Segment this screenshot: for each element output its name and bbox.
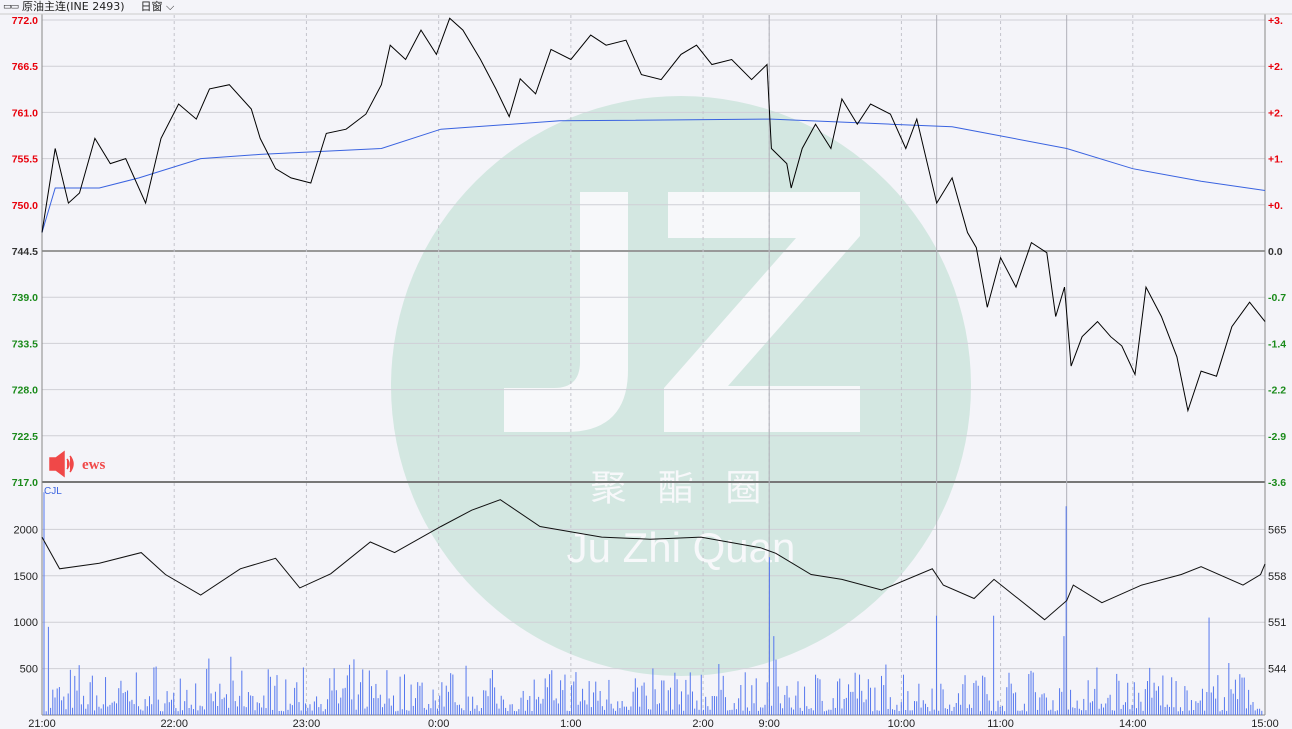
pct-tick-label: +0. — [1268, 200, 1283, 212]
price-tick-label: 744.5 — [12, 246, 38, 258]
pct-tick-label: +1. — [1268, 154, 1283, 166]
chevron-down-icon: ⌵ — [166, 0, 175, 13]
time-tick-label: 1:00 — [560, 718, 581, 729]
price-tick-label: 728.0 — [12, 385, 38, 397]
time-tick-label: 10:00 — [888, 718, 916, 729]
price-tick-label: 722.5 — [12, 431, 38, 443]
watermark-cn: 聚 酯 圈 — [591, 468, 772, 509]
average-price-line — [41, 118, 1266, 233]
news-button[interactable]: ews — [49, 450, 105, 478]
price-tick-label: 717.0 — [12, 477, 38, 489]
volume-tick-label: 1500 — [14, 571, 38, 583]
price-tick-label: 755.5 — [12, 154, 38, 166]
pct-tick-label: +3. — [1268, 15, 1283, 27]
volume-tick-label: 2000 — [14, 524, 38, 536]
pct-tick-label: -0.7 — [1268, 292, 1286, 304]
volume-tick-label: 1000 — [14, 617, 38, 629]
open-interest-line — [41, 499, 1266, 621]
watermark-logo: 聚 酯 圈 Ju Zhi Quan — [391, 96, 971, 676]
price-tick-label: 733.5 — [12, 338, 38, 350]
instrument-title: 原油主连(INE 2493) — [22, 0, 125, 13]
oi-tick-label: 551 — [1268, 617, 1286, 629]
pct-tick-label: -2.9 — [1268, 431, 1286, 443]
pct-tick-label: +2. — [1268, 61, 1283, 73]
time-tick-label: 11:00 — [987, 718, 1014, 729]
price-line — [41, 17, 1266, 413]
oi-tick-label: 558 — [1268, 571, 1286, 583]
time-tick-label: 23:00 — [293, 718, 321, 729]
pct-tick-label: -3.6 — [1268, 477, 1286, 489]
time-tick-label: 22:00 — [160, 718, 188, 729]
oi-tick-label: 544 — [1268, 664, 1286, 676]
window-mode-dropdown[interactable]: 日窗 ⌵ — [141, 0, 175, 14]
time-tick-label: 0:00 — [428, 718, 449, 729]
oi-tick-label: 565 — [1268, 524, 1286, 536]
time-tick-label: 15:00 — [1251, 718, 1279, 729]
kline-toggle-icon[interactable]: ▭▭ — [3, 2, 19, 12]
price-tick-label: 739.0 — [12, 292, 38, 304]
time-tick-label: 9:00 — [758, 718, 779, 729]
price-tick-label: 766.5 — [12, 61, 38, 73]
price-tick-label: 772.0 — [12, 15, 38, 27]
price-tick-label: 750.0 — [12, 200, 38, 212]
chart-header: ▭▭ 原油主连(INE 2493) 日窗 ⌵ — [0, 0, 1292, 14]
pct-tick-label: +2. — [1268, 107, 1283, 119]
time-tick-label: 2:00 — [692, 718, 713, 729]
time-tick-label: 14:00 — [1119, 718, 1147, 729]
news-label: ews — [82, 457, 105, 473]
pct-tick-label: -2.2 — [1268, 385, 1286, 397]
pct-tick-label: -1.4 — [1268, 338, 1286, 350]
window-mode-label: 日窗 — [140, 0, 163, 13]
time-tick-label: 21:00 — [28, 718, 56, 729]
volume-tick-label: 500 — [20, 664, 38, 676]
price-tick-label: 761.0 — [12, 107, 38, 119]
speaker-icon — [49, 450, 74, 478]
pct-tick-label: 0.0 — [1268, 246, 1283, 258]
volume-panel-label: CJL — [44, 486, 62, 497]
